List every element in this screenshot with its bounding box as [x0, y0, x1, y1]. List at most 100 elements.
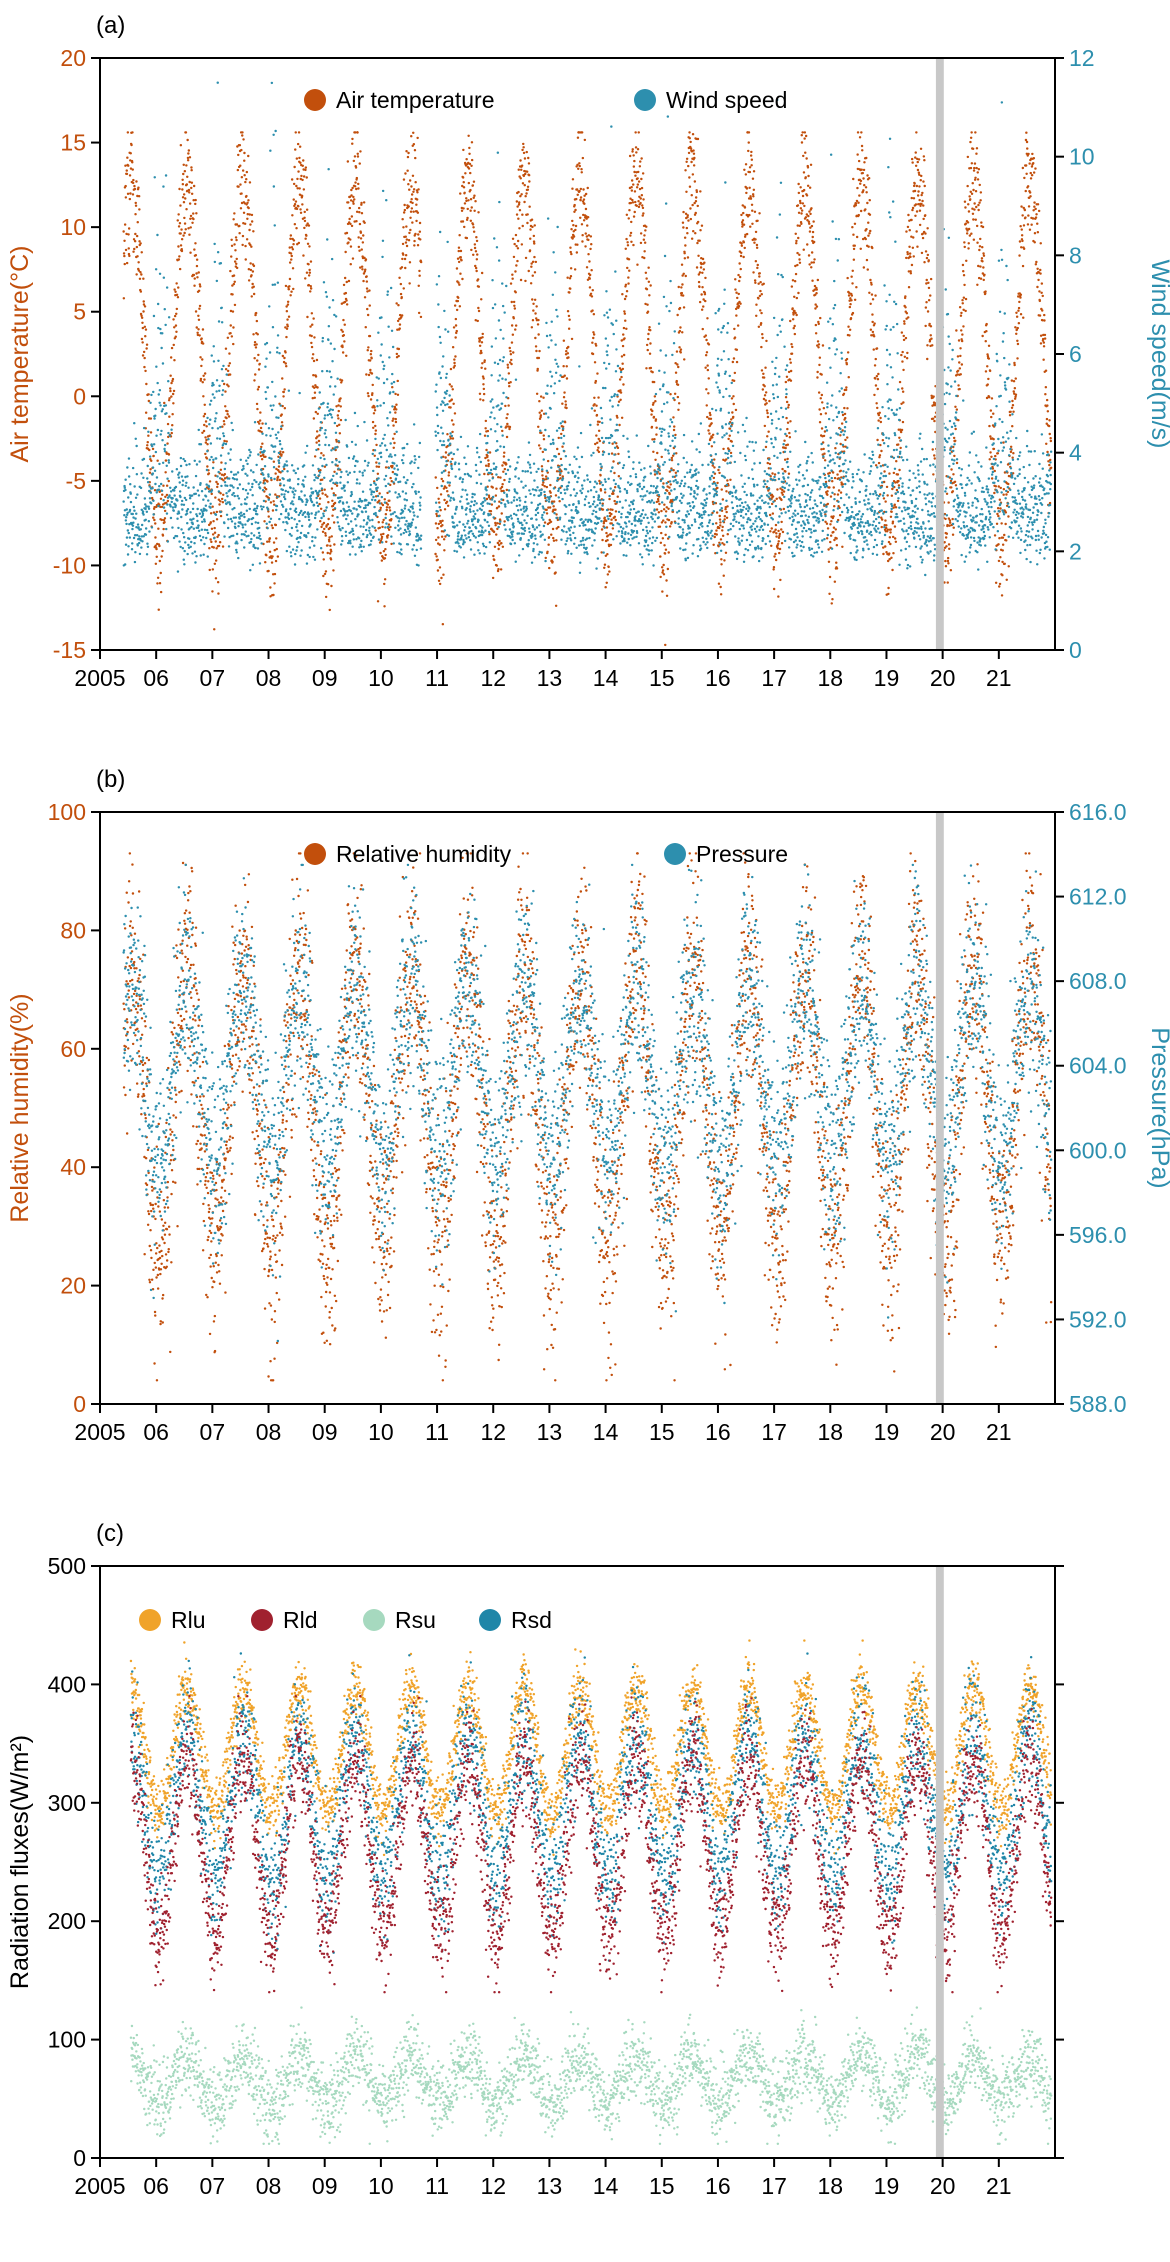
right-axis-title: Pressure(hPa): [1146, 1027, 1170, 1188]
x-tick-label: 17: [761, 1419, 787, 1445]
series-rsu: [129, 2006, 1053, 2145]
x-tick-label: 06: [143, 1419, 169, 1445]
x-tick-label: 15: [649, 1419, 675, 1445]
legend-label: Rsu: [395, 1607, 436, 1633]
plot-frame: [99, 57, 1056, 651]
right-tick-label: 2: [1069, 538, 1082, 564]
x-tick-label: 16: [705, 1419, 731, 1445]
left-tick-label: 300: [48, 1790, 86, 1816]
legend-dot: [634, 89, 656, 111]
left-tick-label: -10: [53, 552, 86, 578]
x-tick-label: 16: [705, 2173, 731, 2199]
left-tick-label: 200: [48, 1908, 86, 1934]
legend-dot: [363, 1609, 385, 1631]
chart-b-humidity-pressure: 2005 06 07 08 09 10 11 12 13 14 15 16 17 18 19 20 21 0 20 4…: [6, 799, 1170, 1445]
left-tick-label: 400: [48, 1671, 86, 1697]
legend-label: Pressure: [696, 841, 788, 867]
series-rld: [129, 1695, 1053, 1994]
x-tick-label: 06: [143, 665, 169, 691]
right-tick-label: 592.0: [1069, 1306, 1127, 1332]
x-tick-label: 18: [817, 665, 843, 691]
left-tick-label: 20: [60, 1273, 86, 1299]
x-tick-label: 10: [368, 665, 394, 691]
series-pressure: [122, 863, 1053, 1343]
x-tick-label: 12: [480, 2173, 506, 2199]
legend-label: Rsd: [511, 1607, 552, 1633]
left-tick-label: -15: [53, 637, 86, 663]
x-tick-label: 07: [200, 2173, 226, 2199]
series-wind-speed: [122, 81, 1053, 577]
series-relative-humidity: [122, 852, 1053, 1382]
right-tick-label: 6: [1069, 341, 1082, 367]
chart-a-air-temperature-wind-speed: 2005 06 07 08 09 10 11 12 13 14 15 16 17 18 19 20 21-15-…: [6, 45, 1170, 691]
legend-label: Air temperature: [336, 87, 495, 113]
left-tick-label: 0: [73, 383, 86, 409]
x-tick-label: 09: [312, 2173, 338, 2199]
right-tick-label: 596.0: [1069, 1222, 1127, 1248]
highlight-band: [935, 1566, 944, 2158]
x-tick-label: 11: [425, 665, 449, 691]
x-tick-label: 13: [537, 1419, 563, 1445]
x-tick-label: 12: [480, 1419, 506, 1445]
x-tick-label: 19: [874, 665, 900, 691]
x-tick-label: 09: [312, 665, 338, 691]
right-tick-label: 10: [1069, 144, 1095, 170]
left-axis-title: Relative humidity(%): [6, 993, 34, 1222]
panel-b-label: (b): [96, 766, 126, 793]
x-tick-label: 15: [649, 665, 675, 691]
x-tick-label: 10: [368, 1419, 394, 1445]
left-tick-label: 60: [60, 1036, 86, 1062]
left-tick-label: 100: [48, 799, 86, 825]
series-rsd: [129, 1652, 1053, 1962]
legend-label: Relative humidity: [336, 841, 512, 867]
axes: 2005 06 07 08 09 10 11 12 13 14 15 16 17 18 19 20 21 0 100…: [6, 1553, 1064, 2199]
plot-frame: [99, 1565, 1056, 2159]
x-tick-label: 14: [593, 665, 619, 691]
left-tick-label: 500: [48, 1553, 86, 1579]
left-tick-label: 80: [60, 917, 86, 943]
x-tick-label: 13: [537, 2173, 563, 2199]
legend-dot: [304, 843, 326, 865]
x-tick-label: 20: [930, 2173, 956, 2199]
x-tick-label: 17: [761, 2173, 787, 2199]
x-tick-label: 20: [930, 665, 956, 691]
x-tick-label: 07: [200, 1419, 226, 1445]
x-tick-label: 21: [986, 665, 1012, 691]
panel-a-label: (a): [96, 12, 126, 39]
legend-label: Wind speed: [666, 87, 787, 113]
series-rlu: [129, 1639, 1053, 1857]
chart-c-radiation-fluxes: 2005 06 07 08 09 10 11 12 13 14 15 16 17 18 19 20 21 0 100…: [6, 1553, 1064, 2199]
x-tick-label: 14: [593, 1419, 619, 1445]
highlight-band: [935, 58, 944, 650]
x-tick-label: 13: [537, 665, 563, 691]
legend-label: Rlu: [171, 1607, 206, 1633]
left-tick-label: 15: [60, 130, 86, 156]
x-tick-label: 2005: [74, 2173, 125, 2199]
left-tick-label: 0: [73, 1391, 86, 1417]
x-tick-label: 18: [817, 2173, 843, 2199]
panel-c: (c) 2005 06 07 08 09 10 11 12 13 14 15 16 17 18 19 20 21…: [0, 1508, 1170, 2262]
highlight-band: [935, 812, 944, 1404]
right-tick-label: 616.0: [1069, 799, 1127, 825]
panel-a: (a) 2005 06 07 08 09 10 11 12 13 14 15 16 17 18 19 20 21…: [0, 0, 1170, 754]
left-tick-label: -5: [66, 468, 86, 494]
x-tick-label: 09: [312, 1419, 338, 1445]
legend-dot: [304, 89, 326, 111]
right-tick-label: 588.0: [1069, 1391, 1127, 1417]
x-tick-label: 2005: [74, 665, 125, 691]
left-tick-label: 0: [73, 2145, 86, 2171]
right-tick-label: 12: [1069, 45, 1095, 71]
x-tick-label: 07: [200, 665, 226, 691]
right-tick-label: 4: [1069, 440, 1082, 466]
x-tick-label: 21: [986, 1419, 1012, 1445]
series-air-temperature: [122, 131, 1053, 647]
right-tick-label: 608.0: [1069, 968, 1127, 994]
right-tick-label: 612.0: [1069, 884, 1127, 910]
left-tick-label: 5: [73, 299, 86, 325]
x-tick-label: 06: [143, 2173, 169, 2199]
left-tick-label: 10: [60, 214, 86, 240]
x-tick-label: 11: [425, 1419, 449, 1445]
panel-b: (b) 2005 06 07 08 09 10 11 12 13 14 15 16 17 18 19 20 21…: [0, 754, 1170, 1508]
x-tick-label: 08: [256, 1419, 282, 1445]
